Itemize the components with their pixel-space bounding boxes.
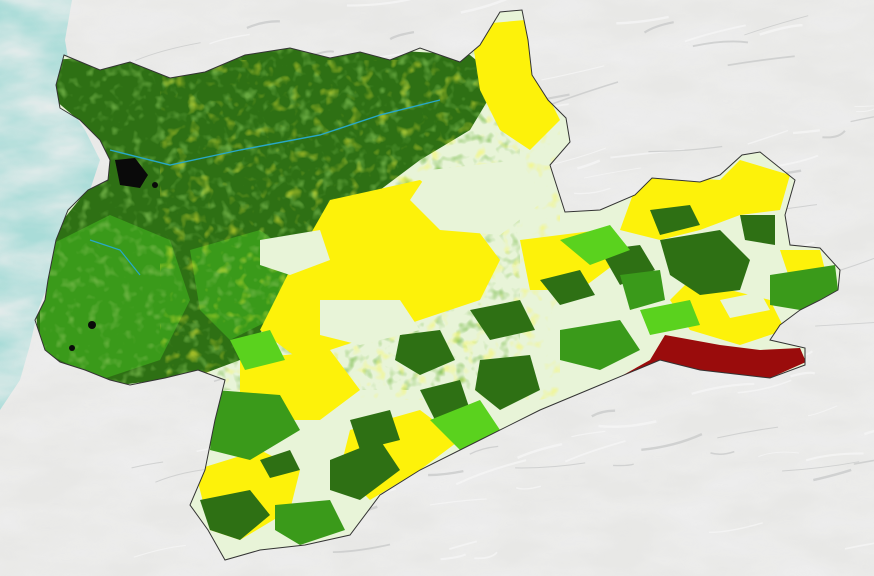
terrain-ridge xyxy=(813,468,852,482)
terrain-ridge xyxy=(135,42,201,62)
terrain-ridge xyxy=(692,40,749,48)
terrain-ridge xyxy=(616,15,669,25)
pale-class xyxy=(410,160,545,235)
pale-class xyxy=(260,230,330,275)
red-class xyxy=(350,335,806,535)
dark-green-class xyxy=(475,355,540,410)
terrain-ridge xyxy=(428,469,464,477)
terrain-ridge xyxy=(782,461,860,472)
terrain-ridge xyxy=(641,433,703,451)
pale-class xyxy=(320,300,420,345)
terrain-ridge xyxy=(691,382,755,395)
terrain-ridge xyxy=(474,551,498,560)
dark-green-class xyxy=(740,215,775,245)
terrain-ridge xyxy=(455,459,527,486)
terrain-ridge xyxy=(807,405,838,417)
terrain-ridge xyxy=(790,371,816,378)
bright-green-class xyxy=(430,400,500,450)
terrain-ridge xyxy=(822,130,846,139)
terrain-ridge xyxy=(684,24,746,43)
terrain-ridge xyxy=(844,542,874,550)
terrain-ridge xyxy=(737,379,792,394)
terrain-ridge xyxy=(863,429,874,436)
dark-green-class xyxy=(330,440,400,500)
dark-green-class xyxy=(200,490,270,540)
bright-green-class xyxy=(560,225,630,265)
black-class xyxy=(152,182,158,188)
terrain-ridge xyxy=(571,430,606,438)
terrain-ridge xyxy=(643,21,674,34)
terrain-ridge xyxy=(837,257,874,272)
black-class xyxy=(88,321,96,329)
black-class xyxy=(69,345,75,351)
terrain-ridge xyxy=(440,553,467,561)
terrain-ridge xyxy=(850,116,874,123)
mid-green-class xyxy=(620,270,665,310)
terrain-ridge xyxy=(744,15,809,36)
river xyxy=(109,99,441,166)
dark-green-class xyxy=(395,330,455,375)
terrain-ridge xyxy=(246,20,280,29)
black-class xyxy=(115,158,148,188)
terrain-ridge xyxy=(759,23,803,36)
terrain-ridge xyxy=(460,0,508,14)
terrain-ridge xyxy=(209,33,250,45)
terrain-ridge xyxy=(856,108,874,113)
pale-class xyxy=(720,292,770,318)
terrain-ridge xyxy=(564,440,626,463)
terrain-ridge xyxy=(541,65,605,81)
dark-green-class xyxy=(660,230,750,295)
terrain-ridge xyxy=(515,462,586,469)
bright-green-class xyxy=(640,300,700,335)
terrain-ridge xyxy=(346,0,412,7)
terrain-ridge xyxy=(591,409,616,418)
dark-green-class xyxy=(540,270,595,305)
river xyxy=(89,239,141,276)
terrain-ridge xyxy=(133,544,186,558)
terrain-ridge xyxy=(332,543,391,553)
terrain-ridge xyxy=(792,129,821,135)
terrain-ridge xyxy=(550,81,619,106)
terrain-ridge xyxy=(717,426,779,439)
dark-green-class xyxy=(260,450,300,478)
terrain-ridge xyxy=(583,167,642,179)
terrain-ridge xyxy=(469,445,499,455)
terrain-ridge xyxy=(515,485,542,490)
terrain-ridge xyxy=(747,129,789,145)
dark-green-class xyxy=(350,410,400,450)
terrain-ridge xyxy=(648,145,723,153)
terrain-ridge xyxy=(727,55,795,67)
bright-green-class xyxy=(230,330,285,370)
terrain-ridge xyxy=(758,451,800,458)
terrain-ridge xyxy=(613,463,634,467)
dark-green-class xyxy=(650,205,700,235)
mid-green-class xyxy=(275,500,345,545)
terrain-ridge xyxy=(429,498,487,506)
terrain-ridge xyxy=(449,540,478,550)
terrain-ridge xyxy=(710,450,735,456)
terrain-ridge xyxy=(853,459,874,465)
region-landcover xyxy=(35,10,840,560)
terrain-ridge xyxy=(805,452,864,462)
terrain-ridge xyxy=(598,420,657,428)
region-boundary xyxy=(34,9,841,561)
mid-green-class xyxy=(560,320,640,370)
mid-green-class xyxy=(210,390,300,460)
yellow-class xyxy=(470,20,560,150)
terrain-ridge xyxy=(131,461,164,469)
terrain-ridge xyxy=(577,159,601,170)
terrain-ridge xyxy=(516,442,563,460)
terrain-ridge xyxy=(389,30,415,41)
mid-green-class xyxy=(770,265,838,310)
terrain-ridge xyxy=(854,105,874,108)
terrain-ridge xyxy=(553,147,607,165)
dark-green-class xyxy=(470,300,535,340)
terrain-ridge xyxy=(574,187,611,195)
terrain-ridge xyxy=(708,522,763,534)
terrain-ridge xyxy=(815,322,874,327)
